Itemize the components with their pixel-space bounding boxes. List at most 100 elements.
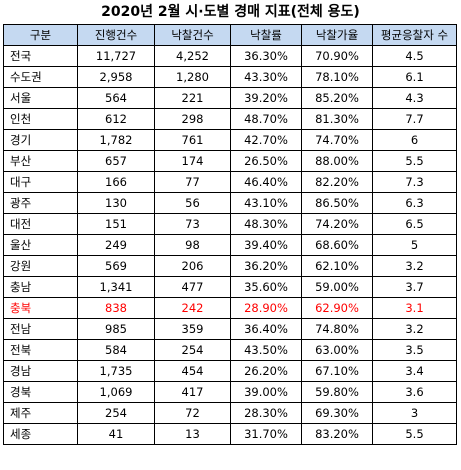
table-row: 전북 584 254 43.50% 63.00% 3.5	[3, 339, 457, 361]
cell-avg-bidders: 6	[372, 129, 457, 151]
cell-region: 제주	[3, 402, 78, 424]
table-row: 인천 612 298 48.70% 81.30% 7.7	[3, 108, 457, 130]
header-winning-bids: 낙찰건수	[154, 24, 231, 46]
cell-bid-ratio: 62.90%	[301, 297, 373, 319]
cell-auctions: 985	[77, 318, 155, 340]
cell-winning-bids: 98	[154, 234, 231, 256]
table-row: 경기 1,782 761 42.70% 74.70% 6	[3, 129, 457, 151]
cell-win-rate: 31.70%	[230, 423, 302, 445]
cell-region: 경남	[3, 360, 78, 382]
cell-region: 충남	[3, 276, 78, 298]
cell-bid-ratio: 68.60%	[301, 234, 373, 256]
cell-bid-ratio: 83.20%	[301, 423, 373, 445]
cell-avg-bidders: 7.7	[372, 108, 457, 130]
cell-bid-ratio: 85.20%	[301, 87, 373, 109]
cell-auctions: 11,727	[77, 45, 155, 67]
cell-auctions: 151	[77, 213, 155, 235]
table-row: 수도권 2,958 1,280 43.30% 78.10% 6.1	[3, 66, 457, 88]
table-row: 경남 1,735 454 26.20% 67.10% 3.4	[3, 360, 457, 382]
cell-auctions: 41	[77, 423, 155, 445]
cell-auctions: 1,341	[77, 276, 155, 298]
table-row: 대전 151 73 48.30% 74.20% 6.5	[3, 213, 457, 235]
cell-win-rate: 42.70%	[230, 129, 302, 151]
cell-avg-bidders: 6.3	[372, 192, 457, 214]
cell-avg-bidders: 6.1	[372, 66, 457, 88]
cell-win-rate: 36.30%	[230, 45, 302, 67]
cell-auctions: 166	[77, 171, 155, 193]
cell-region: 세종	[3, 423, 78, 445]
cell-winning-bids: 242	[154, 297, 231, 319]
header-avg-bidders: 평균응찰자 수	[372, 24, 457, 46]
cell-winning-bids: 174	[154, 150, 231, 172]
cell-win-rate: 39.40%	[230, 234, 302, 256]
cell-auctions: 569	[77, 255, 155, 277]
cell-avg-bidders: 3.6	[372, 381, 457, 403]
table-row: 전국 11,727 4,252 36.30% 70.90% 4.5	[3, 45, 457, 67]
cell-region: 전국	[3, 45, 78, 67]
cell-win-rate: 36.40%	[230, 318, 302, 340]
cell-avg-bidders: 3.5	[372, 339, 457, 361]
cell-winning-bids: 221	[154, 87, 231, 109]
cell-winning-bids: 13	[154, 423, 231, 445]
cell-win-rate: 43.30%	[230, 66, 302, 88]
cell-region: 수도권	[3, 66, 78, 88]
table-row: 울산 249 98 39.40% 68.60% 5	[3, 234, 457, 256]
cell-region: 전남	[3, 318, 78, 340]
cell-region: 충북	[3, 297, 78, 319]
cell-auctions: 130	[77, 192, 155, 214]
cell-avg-bidders: 6.5	[372, 213, 457, 235]
cell-bid-ratio: 59.00%	[301, 276, 373, 298]
page-title: 2020년 2월 시·도별 경매 지표(전체 용도)	[101, 4, 360, 20]
cell-winning-bids: 761	[154, 129, 231, 151]
table-row: 광주 130 56 43.10% 86.50% 6.3	[3, 192, 457, 214]
cell-win-rate: 39.20%	[230, 87, 302, 109]
cell-avg-bidders: 5	[372, 234, 457, 256]
cell-win-rate: 36.20%	[230, 255, 302, 277]
cell-region: 울산	[3, 234, 78, 256]
cell-region: 강원	[3, 255, 78, 277]
cell-win-rate: 26.20%	[230, 360, 302, 382]
cell-win-rate: 26.50%	[230, 150, 302, 172]
header-auctions: 진행건수	[77, 24, 155, 46]
cell-bid-ratio: 78.10%	[301, 66, 373, 88]
cell-win-rate: 39.00%	[230, 381, 302, 403]
header-bid-ratio: 낙찰가율	[301, 24, 373, 46]
cell-bid-ratio: 74.80%	[301, 318, 373, 340]
cell-bid-ratio: 74.70%	[301, 129, 373, 151]
cell-auctions: 249	[77, 234, 155, 256]
cell-bid-ratio: 82.20%	[301, 171, 373, 193]
cell-region: 부산	[3, 150, 78, 172]
cell-auctions: 1,782	[77, 129, 155, 151]
table-row: 충남 1,341 477 35.60% 59.00% 3.7	[3, 276, 457, 298]
cell-winning-bids: 56	[154, 192, 231, 214]
cell-win-rate: 28.30%	[230, 402, 302, 424]
header-row: 구분 진행건수 낙찰건수 낙찰률 낙찰가율 평균응찰자 수	[3, 24, 457, 46]
table-row: 강원 569 206 36.20% 62.10% 3.2	[3, 255, 457, 277]
cell-avg-bidders: 3.4	[372, 360, 457, 382]
cell-win-rate: 43.10%	[230, 192, 302, 214]
cell-win-rate: 28.90%	[230, 297, 302, 319]
cell-winning-bids: 73	[154, 213, 231, 235]
cell-win-rate: 46.40%	[230, 171, 302, 193]
cell-auctions: 838	[77, 297, 155, 319]
cell-bid-ratio: 70.90%	[301, 45, 373, 67]
cell-winning-bids: 359	[154, 318, 231, 340]
cell-avg-bidders: 4.5	[372, 45, 457, 67]
cell-winning-bids: 454	[154, 360, 231, 382]
cell-auctions: 1,735	[77, 360, 155, 382]
cell-win-rate: 43.50%	[230, 339, 302, 361]
cell-win-rate: 35.60%	[230, 276, 302, 298]
cell-bid-ratio: 59.80%	[301, 381, 373, 403]
cell-bid-ratio: 74.20%	[301, 213, 373, 235]
cell-region: 광주	[3, 192, 78, 214]
cell-region: 인천	[3, 108, 78, 130]
cell-avg-bidders: 3	[372, 402, 457, 424]
cell-region: 경기	[3, 129, 78, 151]
cell-winning-bids: 1,280	[154, 66, 231, 88]
cell-auctions: 254	[77, 402, 155, 424]
cell-winning-bids: 477	[154, 276, 231, 298]
cell-bid-ratio: 88.00%	[301, 150, 373, 172]
cell-win-rate: 48.30%	[230, 213, 302, 235]
cell-bid-ratio: 86.50%	[301, 192, 373, 214]
cell-region: 대전	[3, 213, 78, 235]
